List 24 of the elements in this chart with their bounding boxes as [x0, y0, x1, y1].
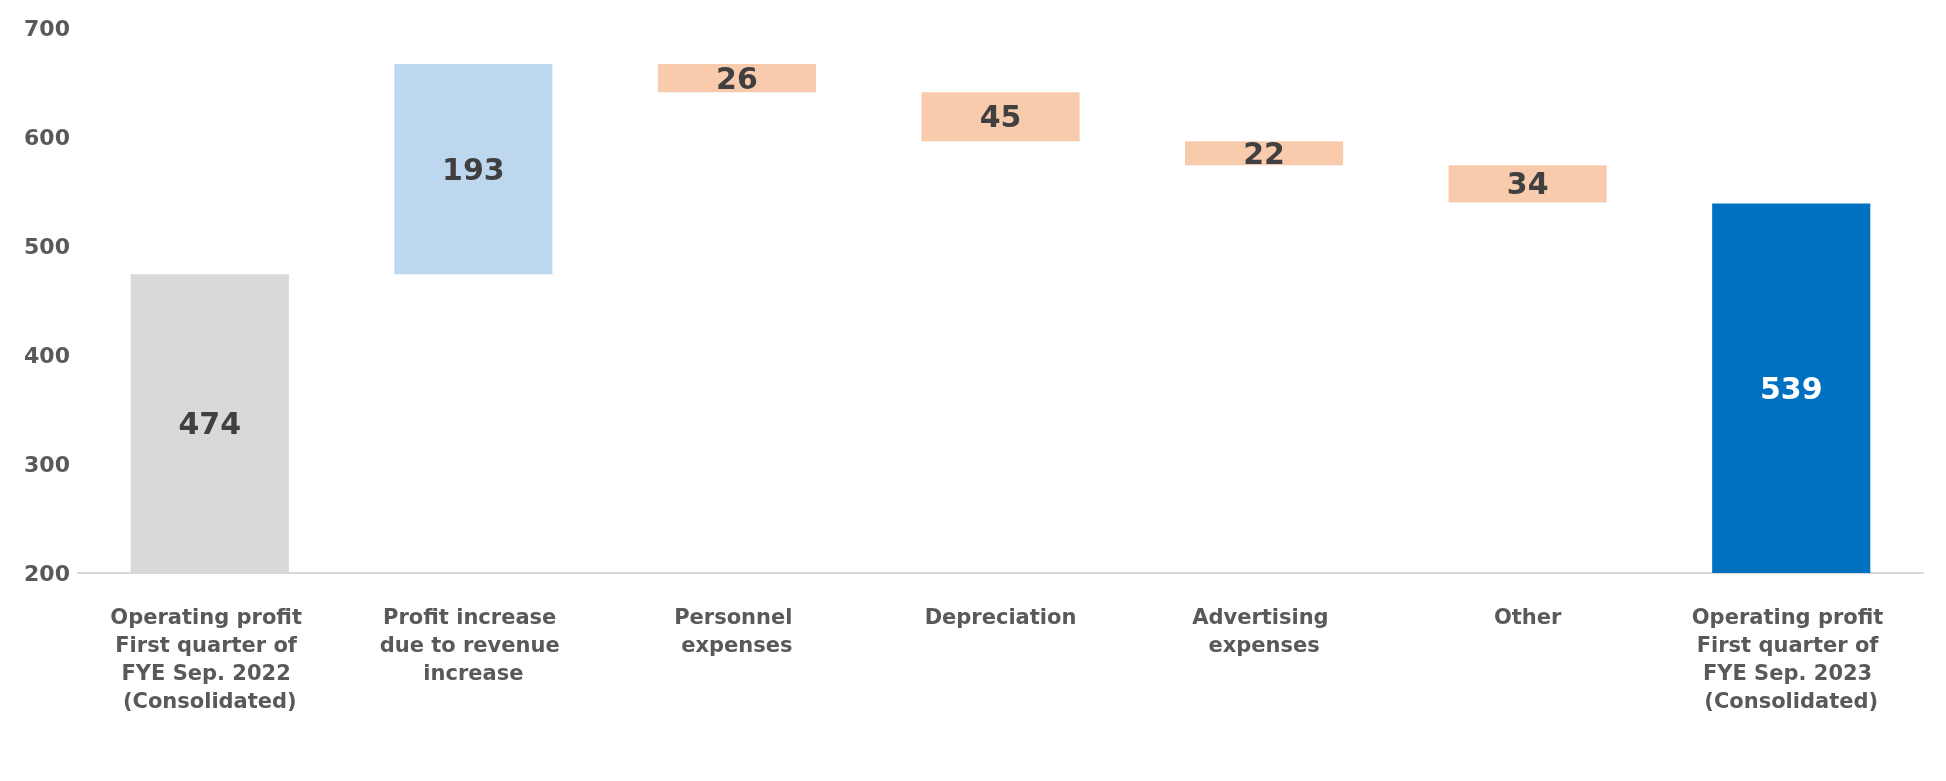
- data-label: 45: [979, 99, 1022, 135]
- x-tick-label: Advertising expenses: [1192, 605, 1336, 657]
- data-label: 474: [178, 406, 242, 442]
- data-label: 34: [1506, 166, 1549, 202]
- data-label: 26: [716, 60, 758, 96]
- x-tick-label: Profit increase due to revenue increase: [379, 605, 568, 685]
- bar: [394, 63, 553, 275]
- y-tick-label: 300: [24, 451, 70, 477]
- y-tick-label: 400: [24, 342, 70, 368]
- data-label: 22: [1243, 135, 1285, 171]
- bar: [921, 92, 1080, 142]
- data-label: 193: [442, 151, 505, 187]
- data-label: 539: [1759, 370, 1823, 406]
- x-tick-label: Depreciation: [924, 605, 1077, 629]
- y-tick-label: 500: [24, 233, 70, 259]
- x-tick-label: Operating profit First quarter of FYE Sep. 2022 (Consolidated): [110, 605, 310, 713]
- y-tick-label: 600: [24, 124, 70, 150]
- x-tick-label: Operating profit First quarter of FYE Sep. 2023 (Consolidated): [1691, 605, 1891, 713]
- bar: [1712, 203, 1871, 573]
- bar: [1448, 165, 1607, 203]
- y-tick-label: 700: [24, 15, 70, 41]
- y-tick-label: 200: [24, 560, 70, 586]
- x-tick-label: Personnel expenses: [674, 605, 800, 657]
- x-tick-label: Other: [1493, 605, 1562, 629]
